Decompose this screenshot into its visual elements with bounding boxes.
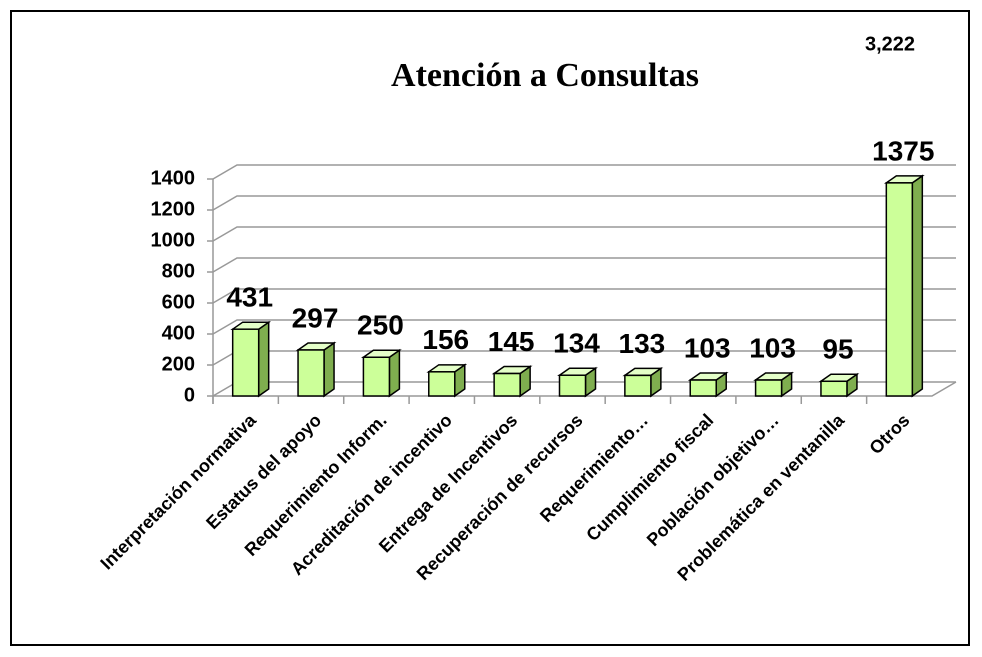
bar (428, 371, 456, 397)
value-label: 297 (292, 302, 339, 333)
grid-line (212, 226, 956, 242)
value-label: 134 (553, 328, 600, 359)
bar (689, 379, 717, 397)
grid-line (212, 288, 956, 304)
value-label: 156 (422, 324, 469, 355)
value-label: 103 (749, 332, 796, 363)
value-label: 95 (822, 334, 853, 365)
bar (820, 380, 848, 397)
chart-frame (10, 10, 970, 646)
bar (231, 328, 260, 397)
y-tick-label: 800 (162, 260, 195, 282)
bar-side (911, 174, 924, 398)
grid-line (212, 319, 956, 335)
grid-line (212, 257, 956, 273)
bar (558, 374, 587, 397)
bar (297, 349, 325, 397)
y-tick-label: 200 (162, 353, 195, 375)
y-tick-label: 1000 (151, 229, 196, 251)
value-label: 250 (357, 310, 404, 341)
value-label: 133 (619, 328, 666, 359)
bar (362, 356, 391, 397)
bar-side (257, 320, 270, 398)
grid-line (212, 164, 956, 180)
grid-line (212, 195, 956, 211)
annotation: 3,222 (865, 33, 915, 55)
bar (624, 374, 652, 397)
y-tick-label: 400 (162, 322, 195, 344)
value-label: 431 (226, 282, 273, 313)
bar-side (323, 341, 335, 398)
y-tick-label: 1200 (151, 198, 196, 220)
chart-title: Atención a Consultas (391, 57, 699, 94)
value-label: 103 (684, 332, 731, 363)
bar (493, 372, 521, 397)
bar (885, 182, 914, 397)
value-label: 145 (488, 326, 535, 357)
y-tick-label: 1400 (151, 167, 196, 189)
y-tick-label: 600 (162, 291, 195, 313)
value-label: 1375 (872, 135, 934, 166)
bar (754, 379, 783, 397)
y-tick-label: 0 (184, 384, 195, 406)
